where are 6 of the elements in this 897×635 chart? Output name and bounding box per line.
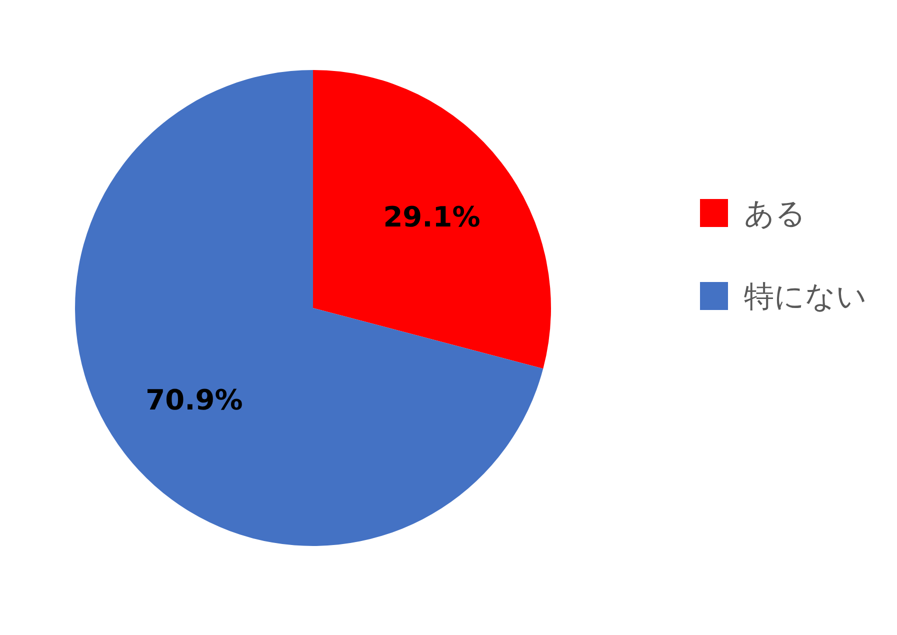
legend-label: 特にない — [744, 280, 867, 314]
legend-label: ある — [744, 196, 806, 232]
pie-slice — [75, 70, 544, 546]
pie-slice — [313, 70, 551, 369]
data-label: 70.9% — [146, 383, 243, 416]
data-label: 29.1% — [383, 200, 480, 234]
